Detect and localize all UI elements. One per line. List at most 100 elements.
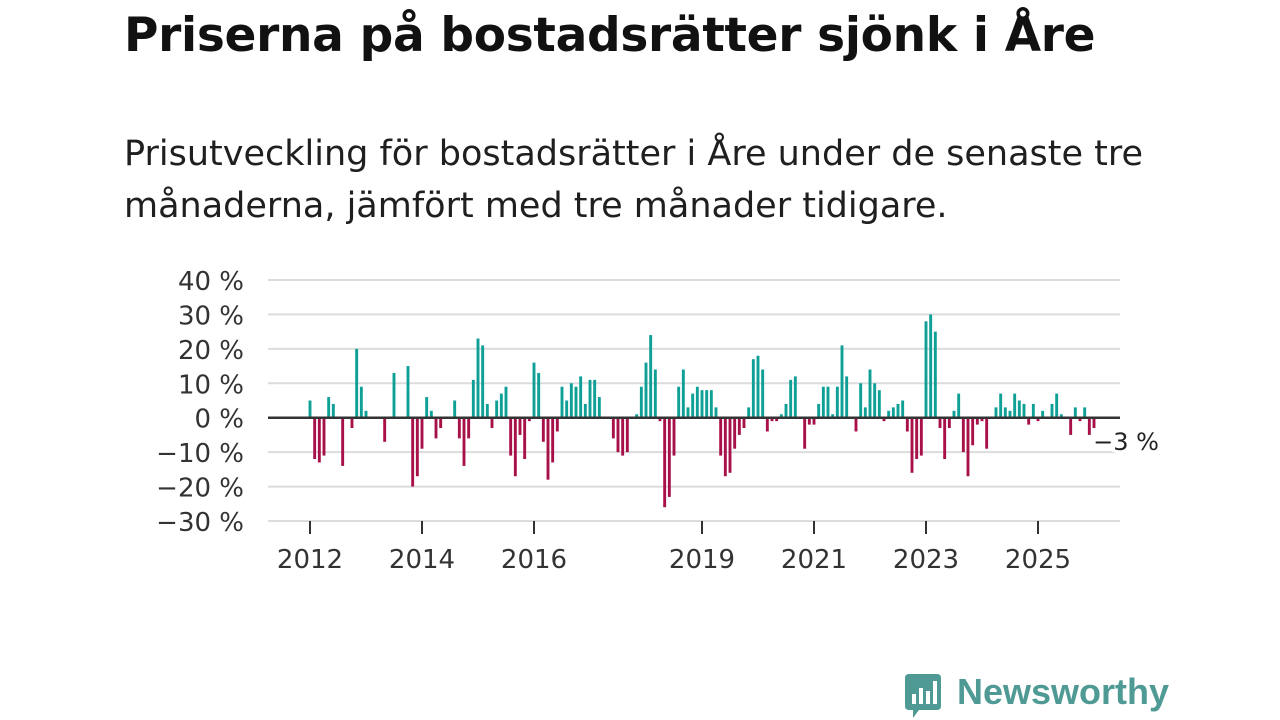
bar <box>355 348 359 418</box>
bar <box>947 417 951 429</box>
x-tick-label: 2019 <box>669 545 735 575</box>
chart-title: Priserna på bostadsrätter sjönk i Åre <box>124 8 1096 63</box>
bar <box>873 383 877 418</box>
bar <box>322 417 326 456</box>
bar <box>1036 417 1040 422</box>
bar <box>593 379 597 418</box>
bar <box>569 383 573 418</box>
bar <box>635 414 639 418</box>
bar <box>831 414 835 418</box>
bar <box>770 417 774 422</box>
bar <box>742 417 746 429</box>
bar <box>1022 403 1026 418</box>
bar <box>924 321 928 418</box>
y-tick-label: 20 % <box>178 336 244 366</box>
bar <box>527 417 531 422</box>
bar <box>779 414 783 418</box>
bar <box>658 417 662 422</box>
bar <box>1083 407 1087 418</box>
bar <box>485 403 489 418</box>
brand-name: Newsworthy <box>957 671 1170 712</box>
bar <box>952 410 956 418</box>
bar <box>835 386 839 418</box>
bar <box>929 314 933 418</box>
bar <box>686 407 690 418</box>
bar <box>784 403 788 418</box>
bar <box>1073 407 1077 418</box>
bar <box>663 417 667 508</box>
bar <box>504 386 508 418</box>
bar <box>985 417 989 449</box>
last-value-label: −3 % <box>1093 428 1159 456</box>
bar <box>672 417 676 456</box>
bar <box>471 379 475 418</box>
chart-subtitle: Prisutveckling för bostadsrätter i Åre u… <box>124 134 1144 226</box>
bar <box>943 417 947 460</box>
bar <box>747 407 751 418</box>
x-tick-label: 2023 <box>893 545 959 575</box>
bar <box>495 400 499 418</box>
bar <box>695 386 699 418</box>
bar <box>807 417 811 425</box>
bar <box>425 397 429 418</box>
bar <box>1041 410 1045 418</box>
bar <box>1003 407 1007 418</box>
bar <box>733 417 737 449</box>
bar <box>882 417 886 422</box>
bar <box>350 417 354 429</box>
y-tick-label: 10 % <box>178 370 244 400</box>
bar <box>364 410 368 418</box>
bar <box>308 400 312 418</box>
bar <box>588 379 592 418</box>
bar <box>877 390 881 418</box>
bar <box>817 403 821 418</box>
bar <box>583 403 587 418</box>
bar <box>611 417 615 439</box>
bar <box>709 390 713 418</box>
bar <box>714 407 718 418</box>
bar <box>789 379 793 418</box>
x-tick-label: 2025 <box>1005 545 1071 575</box>
bar <box>737 417 741 435</box>
bar <box>751 359 755 418</box>
bar <box>653 369 657 418</box>
bar <box>341 417 345 466</box>
bar <box>649 335 653 418</box>
bar <box>1092 417 1096 429</box>
bar <box>1059 414 1063 418</box>
bar <box>980 417 984 422</box>
bar <box>691 393 695 418</box>
bar <box>910 417 914 473</box>
bar <box>383 417 387 442</box>
bar <box>457 417 461 439</box>
bar <box>579 376 583 418</box>
bar <box>411 417 415 487</box>
x-tick-label: 2021 <box>781 545 847 575</box>
bar <box>523 417 527 460</box>
bar <box>1031 403 1035 418</box>
bar <box>901 400 905 418</box>
bar <box>639 386 643 418</box>
bar <box>392 372 396 418</box>
bar <box>667 417 671 497</box>
y-tick-label: 30 % <box>178 301 244 331</box>
bar <box>313 417 317 460</box>
bar <box>415 417 419 477</box>
bar <box>919 417 923 456</box>
bar <box>490 417 494 429</box>
bar <box>574 386 578 418</box>
bar <box>994 407 998 418</box>
bar <box>513 417 517 477</box>
bar <box>793 376 797 418</box>
bar <box>887 410 891 418</box>
bar <box>821 386 825 418</box>
bar <box>537 372 541 418</box>
bar <box>1027 417 1031 425</box>
bar <box>518 417 522 435</box>
newsworthy-bars-icon <box>905 674 941 718</box>
bar <box>938 417 942 429</box>
bar <box>723 417 727 477</box>
bar <box>905 417 909 432</box>
bar <box>434 417 438 439</box>
bar <box>532 362 536 418</box>
